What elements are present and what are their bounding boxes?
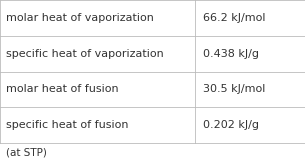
Text: 66.2 kJ/mol: 66.2 kJ/mol	[203, 13, 265, 23]
Text: 0.438 kJ/g: 0.438 kJ/g	[203, 49, 259, 59]
Text: (at STP): (at STP)	[6, 148, 47, 158]
Text: specific heat of fusion: specific heat of fusion	[6, 120, 128, 130]
Text: specific heat of vaporization: specific heat of vaporization	[6, 49, 164, 59]
Text: molar heat of vaporization: molar heat of vaporization	[6, 13, 154, 23]
Text: 30.5 kJ/mol: 30.5 kJ/mol	[203, 84, 265, 94]
Text: molar heat of fusion: molar heat of fusion	[6, 84, 119, 94]
Text: 0.202 kJ/g: 0.202 kJ/g	[203, 120, 259, 130]
